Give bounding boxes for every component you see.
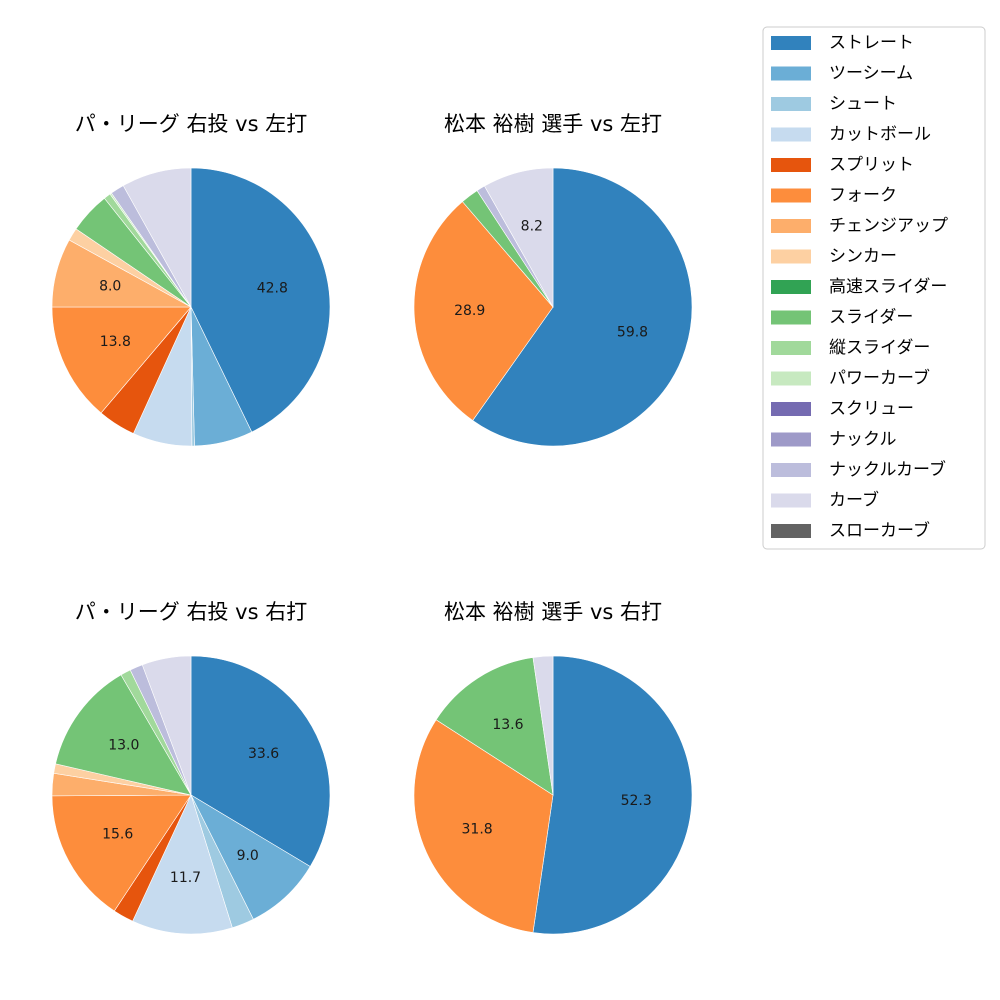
pie-slice [190,655,331,867]
legend-entry: ナックル [771,430,897,450]
slice-label: 42.8 [257,280,288,296]
legend-swatch [771,341,811,355]
pie-chart-1: パ・リーグ 右投 vs 左打 42.8 13.8 8.0 [51,112,331,447]
slice-label: 13.8 [100,334,131,350]
legend-entry: スクリュー [771,399,914,419]
slice-label: 52.3 [621,793,652,809]
pie-slice [141,655,192,796]
chart-title: 松本 裕樹 選手 vs 左打 [444,112,662,136]
legend-swatch [771,310,811,325]
legend-items: ストレートツーシームシュートカットボールスプリットフォークチェンジアップシンカー… [771,33,948,541]
slice-label: 8.2 [521,218,543,234]
legend-swatch [771,36,811,50]
legend-swatch [771,524,811,538]
slice-label: 33.6 [248,746,279,762]
legend-entry: ストレート [771,33,914,53]
legend-entry: パワーカーブ [771,368,930,389]
legend-label: スプリット [829,155,914,175]
pie-slice [413,201,554,421]
legend-label: 高速スライダー [829,277,947,297]
legend-entry: スローカーブ [771,520,930,541]
legend-label: カーブ [829,490,879,511]
pie-slice [190,167,331,433]
legend-label: ナックル [829,430,897,450]
legend-entry: チェンジアップ [771,216,948,236]
legend-label: ナックルカーブ [829,459,946,480]
legend-entry: フォーク [771,186,897,206]
legend-entry: 高速スライダー [771,277,947,297]
legend-swatch [771,219,811,233]
legend-frame [762,26,986,550]
legend-swatch [771,127,811,142]
slice-label: 8.0 [99,278,121,294]
slice-label: 28.9 [454,303,485,319]
legend-entry: スライダー [771,308,913,328]
legend-label: スライダー [829,308,913,328]
legend-entry: ツーシーム [771,64,913,84]
legend-label: パワーカーブ [829,368,930,389]
legend-label: シンカー [829,247,897,267]
legend-entry: シンカー [771,247,897,267]
legend-label: シュート [829,94,897,114]
slice-label: 31.8 [462,822,493,838]
pie-charts: パ・リーグ 右投 vs 左打 42.8 13.8 8.0 松本 裕樹 選手 vs 左打 5… [51,112,693,935]
slice-label: 13.6 [492,717,523,733]
pie-chart-3: パ・リーグ 右投 vs 右打 33.6 9.0 11.7 15.6 13.0 [51,600,331,935]
legend-swatch [771,66,811,81]
legend-swatch [771,432,811,447]
legend-swatch [771,249,811,264]
slice-label: 9.0 [237,848,259,864]
legend-entry: 縦スライダー [771,338,930,358]
legend-swatch [771,97,811,111]
legend-swatch [771,493,811,508]
legend-label: カットボール [829,125,931,145]
legend-swatch [771,371,811,386]
pie-slice [532,655,693,935]
legend-entry: カットボール [771,125,931,145]
legend-swatch [771,188,811,203]
legend: ストレートツーシームシュートカットボールスプリットフォークチェンジアップシンカー… [762,26,986,550]
legend-label: 縦スライダー [829,338,930,358]
slice-label: 11.7 [170,870,201,886]
pie-chart-2: 松本 裕樹 選手 vs 左打 59.8 28.9 8.2 [413,112,693,447]
legend-label: ツーシーム [829,64,913,84]
slice-label: 59.8 [617,324,648,340]
slice-label: 13.0 [108,738,139,754]
legend-label: スローカーブ [829,520,930,541]
legend-label: ストレート [829,33,914,53]
pie-chart-4: 松本 裕樹 選手 vs 右打 52.3 31.8 13.6 [413,600,693,935]
legend-entry: カーブ [771,490,879,511]
pie-slice [122,167,192,309]
legend-entry: スプリット [771,155,914,175]
legend-label: チェンジアップ [829,216,948,236]
pie-slice [435,657,554,796]
slice-label: 15.6 [102,827,133,843]
pie-slice [132,794,233,935]
legend-entry: シュート [771,94,897,114]
pie-slice [55,674,192,796]
pie-slice [532,655,554,796]
legend-swatch [771,463,811,477]
legend-label: スクリュー [829,399,914,419]
legend-label: フォーク [829,186,897,206]
pie-slice [51,794,192,912]
chart-title: パ・リーグ 右投 vs 右打 [75,600,307,624]
legend-swatch [771,402,811,416]
legend-entry: ナックルカーブ [771,459,946,480]
pie-slice [484,167,554,309]
legend-swatch [771,158,811,172]
pie-slice [472,167,693,447]
chart-title: パ・リーグ 右投 vs 左打 [75,112,307,136]
chart-title: 松本 裕樹 選手 vs 右打 [444,600,662,624]
pie-slice [51,306,192,414]
legend-swatch [771,280,811,294]
